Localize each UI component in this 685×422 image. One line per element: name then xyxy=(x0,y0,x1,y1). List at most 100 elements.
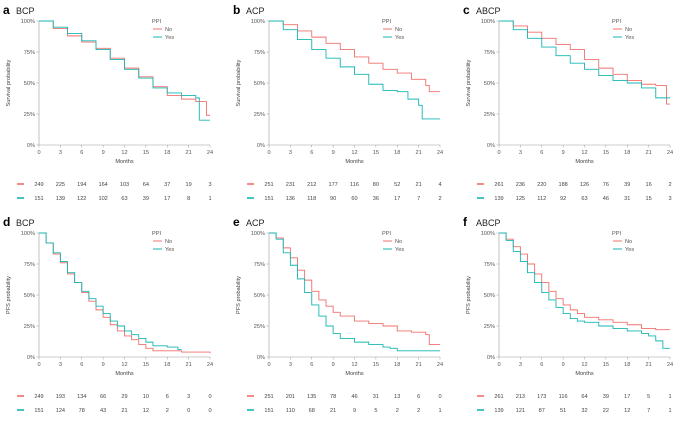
number-at-risk: 39 xyxy=(624,182,630,188)
number-at-risk: 21 xyxy=(330,408,336,414)
y-tick-label: 50% xyxy=(484,81,495,87)
legend-label-no: No xyxy=(625,27,632,33)
legend-label-no: No xyxy=(395,239,402,245)
y-tick-label: 0% xyxy=(257,143,265,149)
number-at-risk: 201 xyxy=(286,394,295,400)
survival-curve-no xyxy=(269,20,440,93)
number-at-risk: 251 xyxy=(264,394,273,400)
number-at-risk: 112 xyxy=(537,196,546,202)
number-at-risk: 7 xyxy=(647,408,650,414)
panel-letter: c xyxy=(463,3,470,17)
number-at-risk: 5 xyxy=(374,408,377,414)
number-at-risk: 2 xyxy=(668,182,671,188)
number-at-risk: 0 xyxy=(187,408,190,414)
y-tick-label: 0% xyxy=(27,355,35,361)
number-at-risk: 212 xyxy=(307,182,316,188)
x-tick-label: 15 xyxy=(143,362,149,368)
legend-label-no: No xyxy=(395,27,402,33)
number-at-risk: 124 xyxy=(56,408,65,414)
number-at-risk: 1 xyxy=(668,408,671,414)
y-tick-label: 0% xyxy=(487,143,495,149)
number-at-risk: 188 xyxy=(558,182,567,188)
x-tick-label: 24 xyxy=(667,150,673,156)
x-tick-label: 0 xyxy=(267,362,270,368)
x-tick-label: 9 xyxy=(102,362,105,368)
legend-title: PPI xyxy=(612,231,621,237)
panel-letter: d xyxy=(3,215,10,229)
y-tick-label: 25% xyxy=(254,112,265,118)
x-tick-label: 12 xyxy=(351,362,357,368)
y-tick-label: 100% xyxy=(251,231,265,237)
x-tick-label: 6 xyxy=(540,362,543,368)
number-at-risk: 2 xyxy=(417,408,420,414)
number-at-risk: 103 xyxy=(120,182,129,188)
number-at-risk: 1 xyxy=(668,394,671,400)
x-tick-label: 12 xyxy=(581,150,587,156)
number-at-risk: 213 xyxy=(516,394,525,400)
x-tick-label: 12 xyxy=(581,362,587,368)
number-at-risk: 194 xyxy=(77,182,86,188)
x-tick-label: 24 xyxy=(437,150,443,156)
number-at-risk: 78 xyxy=(79,408,85,414)
number-at-risk: 2 xyxy=(396,408,399,414)
panel-title: ACP xyxy=(246,6,265,16)
legend-label-no: No xyxy=(165,27,172,33)
number-at-risk: 52 xyxy=(394,182,400,188)
number-at-risk: 4 xyxy=(438,182,441,188)
number-at-risk: 8 xyxy=(187,196,190,202)
number-at-risk: 6 xyxy=(166,394,169,400)
number-at-risk: 21 xyxy=(416,182,422,188)
number-at-risk: 121 xyxy=(516,408,525,414)
number-at-risk: 51 xyxy=(560,408,566,414)
survival-curve-no xyxy=(39,20,210,116)
y-tick-label: 75% xyxy=(24,50,35,56)
number-at-risk: 110 xyxy=(286,408,295,414)
number-at-risk: 261 xyxy=(494,182,503,188)
x-tick-label: 9 xyxy=(562,362,565,368)
legend-label-yes: Yes xyxy=(395,247,404,253)
number-at-risk: 66 xyxy=(100,394,106,400)
y-tick-label: 75% xyxy=(484,50,495,56)
x-axis-title: Months xyxy=(575,371,594,377)
x-tick-label: 24 xyxy=(667,362,673,368)
number-at-risk: 31 xyxy=(373,394,379,400)
y-tick-label: 25% xyxy=(484,324,495,330)
number-at-risk: 9 xyxy=(353,408,356,414)
y-tick-label: 75% xyxy=(254,262,265,268)
number-at-risk: 63 xyxy=(121,196,127,202)
number-at-risk: 173 xyxy=(537,394,546,400)
x-axis-title: Months xyxy=(345,371,364,377)
x-tick-label: 0 xyxy=(37,362,40,368)
x-tick-label: 12 xyxy=(121,362,127,368)
x-tick-label: 21 xyxy=(186,150,192,156)
panel-title: BCP xyxy=(16,6,35,16)
number-at-risk: 2 xyxy=(166,408,169,414)
number-at-risk: 80 xyxy=(373,182,379,188)
x-tick-label: 9 xyxy=(332,362,335,368)
number-at-risk: 12 xyxy=(143,408,149,414)
number-at-risk: 32 xyxy=(581,408,587,414)
survival-curve-yes xyxy=(269,20,440,120)
y-axis-title: Survival probability xyxy=(466,59,472,106)
x-tick-label: 24 xyxy=(207,150,213,156)
legend-label-yes: Yes xyxy=(165,247,174,253)
y-tick-label: 75% xyxy=(24,262,35,268)
number-at-risk: 37 xyxy=(164,182,170,188)
number-at-risk: 261 xyxy=(494,394,503,400)
number-at-risk: 249 xyxy=(34,394,43,400)
number-at-risk: 5 xyxy=(647,394,650,400)
number-at-risk: 63 xyxy=(581,196,587,202)
number-at-risk: 21 xyxy=(121,408,127,414)
x-tick-label: 9 xyxy=(332,150,335,156)
x-tick-label: 15 xyxy=(603,362,609,368)
number-at-risk: 46 xyxy=(351,394,357,400)
y-tick-label: 75% xyxy=(484,262,495,268)
x-tick-label: 21 xyxy=(416,362,422,368)
number-at-risk: 0 xyxy=(208,394,211,400)
panel-letter: f xyxy=(463,215,468,229)
survival-curve-no xyxy=(499,20,670,105)
survival-curve-yes xyxy=(39,232,182,351)
x-tick-label: 15 xyxy=(373,150,379,156)
